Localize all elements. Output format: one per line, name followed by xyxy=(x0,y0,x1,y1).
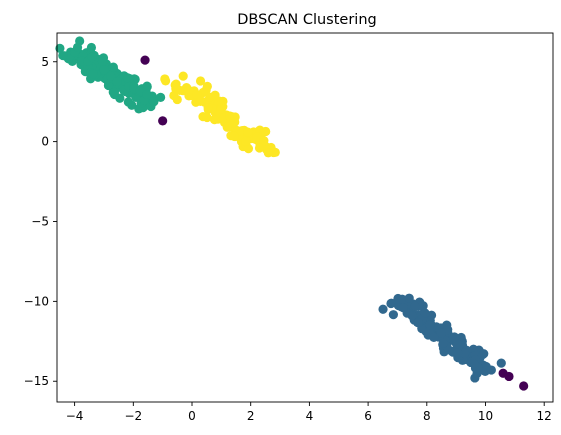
y-tick-label: 5 xyxy=(41,55,49,69)
cluster-2-point xyxy=(241,136,251,147)
cluster-1-point xyxy=(404,293,414,303)
y-tick-label: −10 xyxy=(24,294,49,308)
cluster-1-point xyxy=(438,338,448,348)
cluster-2-point xyxy=(243,127,253,137)
cluster-2-point xyxy=(192,89,202,99)
cluster-0-point xyxy=(112,76,122,87)
y-tick-label: 0 xyxy=(41,135,49,149)
cluster-1-point xyxy=(496,358,506,368)
cluster-2-point xyxy=(230,112,240,122)
cluster-2-point xyxy=(261,126,271,137)
x-tick-label: 4 xyxy=(306,409,314,423)
cluster-1-point xyxy=(436,328,446,338)
y-axis: −15 −10 −5 0 5 xyxy=(24,55,57,388)
cluster-1-point xyxy=(420,308,430,318)
noise-point xyxy=(140,55,150,65)
cluster-1-point xyxy=(398,303,408,313)
cluster-2-point xyxy=(202,112,212,123)
cluster-2-point xyxy=(171,83,181,93)
cluster-0-point xyxy=(58,50,68,61)
x-tick-label: 2 xyxy=(247,409,255,423)
x-tick-label: 12 xyxy=(537,409,552,423)
cluster-0-point xyxy=(88,69,98,79)
cluster-2-point xyxy=(210,90,220,100)
cluster-2-point xyxy=(243,144,254,154)
cluster-1-point xyxy=(469,359,479,369)
x-tick-label: 0 xyxy=(188,409,196,423)
cluster-1-point xyxy=(386,298,396,309)
cluster-0-point xyxy=(99,65,109,75)
points-layer xyxy=(55,36,529,391)
cluster-2-point xyxy=(222,122,232,132)
cluster-0-point xyxy=(142,89,152,100)
cluster-2-point xyxy=(252,132,262,142)
cluster-1-point xyxy=(407,311,417,321)
cluster-1-point xyxy=(449,332,460,342)
cluster-2-point xyxy=(160,76,171,86)
cluster-1-point xyxy=(459,348,470,358)
cluster-0-point xyxy=(55,43,65,53)
cluster-0-point xyxy=(103,80,114,91)
cluster-1-point xyxy=(388,310,398,320)
x-tick-label: −4 xyxy=(66,409,84,423)
cluster-0-point xyxy=(142,81,152,91)
x-tick-label: 6 xyxy=(364,409,372,423)
cluster-2-point xyxy=(203,103,213,113)
cluster-0-point xyxy=(123,97,133,107)
noise-point xyxy=(519,381,529,391)
cluster-1-point xyxy=(452,348,463,358)
cluster-2-point xyxy=(209,115,220,125)
cluster-0-point xyxy=(97,56,108,67)
cluster-1-point xyxy=(378,304,388,314)
cluster-2-point xyxy=(254,143,265,153)
x-tick-label: −2 xyxy=(124,409,142,423)
cluster-2-point xyxy=(172,94,182,105)
cluster-2-point xyxy=(216,104,226,114)
cluster-2-point xyxy=(229,131,239,141)
x-tick-label: 8 xyxy=(423,409,431,423)
cluster-0-point xyxy=(156,92,166,102)
x-axis: −4 −2 0 2 4 6 8 10 12 xyxy=(66,402,552,423)
cluster-1-point xyxy=(425,320,435,330)
x-tick-label: 10 xyxy=(478,409,493,423)
cluster-0-point xyxy=(108,62,118,72)
y-tick-label: −15 xyxy=(24,374,49,388)
cluster-2-point xyxy=(263,148,273,158)
cluster-0-point xyxy=(109,87,119,97)
cluster-0-point xyxy=(106,71,116,81)
cluster-2-point xyxy=(195,76,206,86)
cluster-1-point xyxy=(486,365,496,375)
cluster-0-point xyxy=(149,97,159,107)
cluster-2-point xyxy=(178,71,188,81)
cluster-1-point xyxy=(410,301,420,311)
cluster-1-point xyxy=(397,294,407,304)
y-tick-label: −5 xyxy=(31,214,49,228)
cluster-2-point xyxy=(195,96,205,106)
chart-title: DBSCAN Clustering xyxy=(237,12,376,28)
cluster-0-point xyxy=(86,42,97,53)
plot-area-frame xyxy=(56,32,554,403)
noise-point xyxy=(158,116,168,126)
cluster-2-point xyxy=(259,135,269,146)
noise-point xyxy=(504,371,514,382)
cluster-0-point xyxy=(87,52,97,62)
cluster-0-point xyxy=(72,42,83,52)
cluster-0-point xyxy=(122,73,133,83)
cluster-1-point xyxy=(413,318,423,328)
cluster-1-point xyxy=(429,332,439,342)
